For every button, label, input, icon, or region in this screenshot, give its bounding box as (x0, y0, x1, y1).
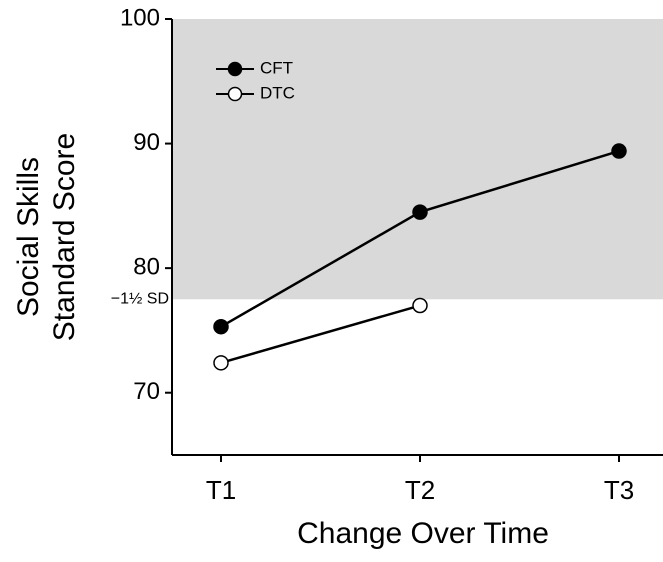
legend-label: DTC (260, 83, 295, 102)
x-axis-label: Change Over Time (297, 517, 549, 550)
data-point (213, 318, 229, 335)
y-tick-label: 90 (133, 129, 160, 156)
data-point (611, 143, 627, 159)
y-tick-label: 100 (120, 4, 160, 31)
y-axis-label: Social Skills (12, 157, 45, 317)
legend-marker (227, 61, 243, 77)
y-axis-label: Standard Score (48, 133, 81, 341)
data-point (412, 297, 428, 314)
threshold-label: −1½ SD (111, 291, 169, 308)
legend-marker (227, 86, 243, 102)
x-tick-label: T2 (405, 475, 435, 505)
shaded-region (172, 19, 663, 300)
data-point (412, 204, 428, 220)
data-point (213, 355, 229, 371)
legend-label: CFT (260, 58, 293, 77)
x-tick-label: T1 (206, 475, 236, 505)
series-line (220, 304, 421, 365)
x-tick-label: T3 (604, 475, 634, 505)
y-tick-label: 70 (133, 378, 160, 405)
y-tick-label: 80 (133, 253, 160, 280)
